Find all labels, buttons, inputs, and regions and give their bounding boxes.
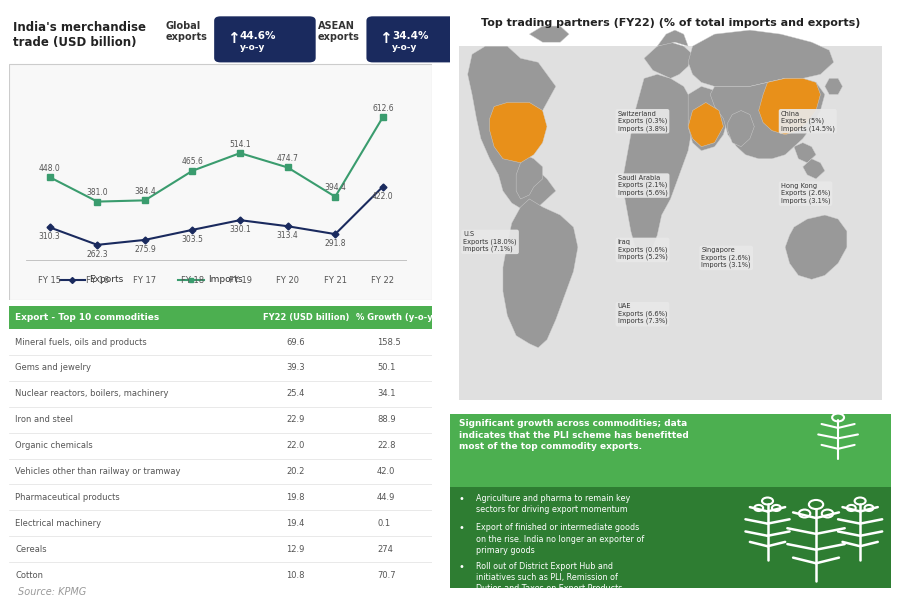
FancyBboxPatch shape bbox=[9, 306, 432, 329]
Text: Significant growth across commodities; data
indicates that the PLI scheme has be: Significant growth across commodities; d… bbox=[459, 419, 688, 451]
Polygon shape bbox=[710, 79, 824, 159]
FancyBboxPatch shape bbox=[9, 562, 432, 588]
Text: Export of finished or intermediate goods
on the rise. India no longer an exporte: Export of finished or intermediate goods… bbox=[476, 523, 644, 554]
Text: 12.9: 12.9 bbox=[286, 545, 304, 554]
Text: 34.4%: 34.4% bbox=[392, 31, 428, 41]
Text: 19.8: 19.8 bbox=[286, 493, 304, 502]
Text: Global
exports: Global exports bbox=[166, 20, 207, 42]
Text: Electrical machinery: Electrical machinery bbox=[15, 519, 102, 528]
Text: 274: 274 bbox=[377, 545, 393, 554]
FancyBboxPatch shape bbox=[9, 458, 432, 484]
Polygon shape bbox=[622, 74, 693, 251]
Text: U.S
Exports (18.0%)
Imports (7.1%): U.S Exports (18.0%) Imports (7.1%) bbox=[464, 231, 517, 252]
FancyBboxPatch shape bbox=[9, 329, 432, 355]
Polygon shape bbox=[759, 79, 821, 134]
Text: Export - Top 10 commodities: Export - Top 10 commodities bbox=[15, 313, 159, 322]
Polygon shape bbox=[644, 42, 693, 79]
FancyBboxPatch shape bbox=[9, 407, 432, 433]
Text: 50.1: 50.1 bbox=[377, 364, 395, 373]
Polygon shape bbox=[688, 86, 728, 151]
Text: 22.9: 22.9 bbox=[286, 415, 304, 424]
Text: •: • bbox=[459, 562, 464, 572]
Text: 70.7: 70.7 bbox=[377, 571, 396, 580]
Text: 22.8: 22.8 bbox=[377, 441, 395, 450]
Text: ↑: ↑ bbox=[227, 31, 239, 46]
Polygon shape bbox=[657, 30, 688, 46]
Text: Vehicles other than railway or tramway: Vehicles other than railway or tramway bbox=[15, 467, 181, 476]
Text: Switzerland
Exports (0.3%)
Imports (3.8%): Switzerland Exports (0.3%) Imports (3.8%… bbox=[617, 110, 667, 131]
Text: China
Exports (5%)
Imports (14.5%): China Exports (5%) Imports (14.5%) bbox=[781, 110, 835, 131]
Text: Saudi Arabia
Exports (2.1%)
Imports (5.6%): Saudi Arabia Exports (2.1%) Imports (5.6… bbox=[617, 175, 668, 196]
Text: y-o-y: y-o-y bbox=[239, 43, 265, 52]
Text: Pharmaceutical products: Pharmaceutical products bbox=[15, 493, 120, 502]
Text: •: • bbox=[459, 494, 464, 504]
Text: Cereals: Cereals bbox=[15, 545, 47, 554]
Polygon shape bbox=[824, 79, 842, 94]
Text: Iron and steel: Iron and steel bbox=[15, 415, 73, 424]
FancyBboxPatch shape bbox=[366, 16, 468, 62]
FancyBboxPatch shape bbox=[450, 414, 891, 487]
Text: Roll out of District Export Hub and
initiatives such as PLI, Remission of
Duties: Roll out of District Export Hub and init… bbox=[476, 562, 623, 600]
Text: Top trading partners (FY22) (% of total imports and exports): Top trading partners (FY22) (% of total … bbox=[481, 18, 860, 28]
Text: 19.4: 19.4 bbox=[286, 519, 304, 528]
Polygon shape bbox=[785, 215, 847, 280]
Text: Cotton: Cotton bbox=[15, 571, 43, 580]
Text: 88.9: 88.9 bbox=[377, 415, 396, 424]
Text: Imports: Imports bbox=[208, 275, 242, 284]
Polygon shape bbox=[468, 46, 556, 211]
FancyBboxPatch shape bbox=[9, 355, 432, 381]
Text: 44.6%: 44.6% bbox=[239, 31, 276, 41]
FancyBboxPatch shape bbox=[9, 64, 432, 300]
Text: Agriculture and pharma to remain key
sectors for driving export momentum: Agriculture and pharma to remain key sec… bbox=[476, 494, 631, 514]
Text: Hong Kong
Exports (2.6%)
Imports (3.1%): Hong Kong Exports (2.6%) Imports (3.1%) bbox=[781, 183, 831, 204]
Polygon shape bbox=[688, 30, 833, 86]
FancyBboxPatch shape bbox=[9, 433, 432, 458]
Text: UAE
Exports (6.6%)
Imports (7.3%): UAE Exports (6.6%) Imports (7.3%) bbox=[617, 304, 667, 325]
Polygon shape bbox=[803, 159, 824, 179]
Text: 10.8: 10.8 bbox=[286, 571, 304, 580]
Polygon shape bbox=[728, 110, 754, 146]
FancyBboxPatch shape bbox=[9, 381, 432, 407]
Polygon shape bbox=[688, 103, 724, 146]
Text: India's merchandise
trade (USD billion): India's merchandise trade (USD billion) bbox=[14, 20, 146, 49]
Text: 20.2: 20.2 bbox=[286, 467, 304, 476]
Text: ↑: ↑ bbox=[379, 31, 392, 46]
Text: FY22 (USD billion): FY22 (USD billion) bbox=[263, 313, 349, 322]
Text: Source: KPMG: Source: KPMG bbox=[18, 587, 86, 597]
FancyBboxPatch shape bbox=[459, 46, 882, 400]
Text: y-o-y: y-o-y bbox=[392, 43, 418, 52]
Text: Gems and jewelry: Gems and jewelry bbox=[15, 364, 91, 373]
Text: •: • bbox=[459, 523, 464, 533]
Text: 42.0: 42.0 bbox=[377, 467, 395, 476]
Text: Exports: Exports bbox=[89, 275, 123, 284]
Text: 0.1: 0.1 bbox=[377, 519, 390, 528]
Text: 39.3: 39.3 bbox=[286, 364, 305, 373]
FancyBboxPatch shape bbox=[9, 484, 432, 511]
FancyBboxPatch shape bbox=[214, 16, 316, 62]
Polygon shape bbox=[517, 155, 543, 199]
FancyBboxPatch shape bbox=[450, 487, 891, 588]
Text: Nuclear reactors, boilers, machinery: Nuclear reactors, boilers, machinery bbox=[15, 389, 169, 398]
Text: Organic chemicals: Organic chemicals bbox=[15, 441, 93, 450]
FancyBboxPatch shape bbox=[9, 536, 432, 562]
Text: 22.0: 22.0 bbox=[286, 441, 304, 450]
Text: 34.1: 34.1 bbox=[377, 389, 395, 398]
Polygon shape bbox=[503, 199, 578, 347]
Text: 69.6: 69.6 bbox=[286, 338, 305, 347]
Polygon shape bbox=[490, 103, 547, 163]
Text: ASEAN
exports: ASEAN exports bbox=[318, 20, 360, 42]
Text: 158.5: 158.5 bbox=[377, 338, 400, 347]
Text: % Growth (y-o-y): % Growth (y-o-y) bbox=[356, 313, 436, 322]
Text: 25.4: 25.4 bbox=[286, 389, 304, 398]
FancyBboxPatch shape bbox=[9, 511, 432, 536]
Polygon shape bbox=[794, 143, 816, 163]
Text: Singapore
Exports (2.6%)
Imports (3.1%): Singapore Exports (2.6%) Imports (3.1%) bbox=[701, 247, 751, 268]
Polygon shape bbox=[529, 26, 569, 42]
Text: Iraq
Exports (0.6%)
Imports (5.2%): Iraq Exports (0.6%) Imports (5.2%) bbox=[617, 239, 668, 260]
Text: Mineral fuels, oils and products: Mineral fuels, oils and products bbox=[15, 338, 147, 347]
Text: 44.9: 44.9 bbox=[377, 493, 395, 502]
